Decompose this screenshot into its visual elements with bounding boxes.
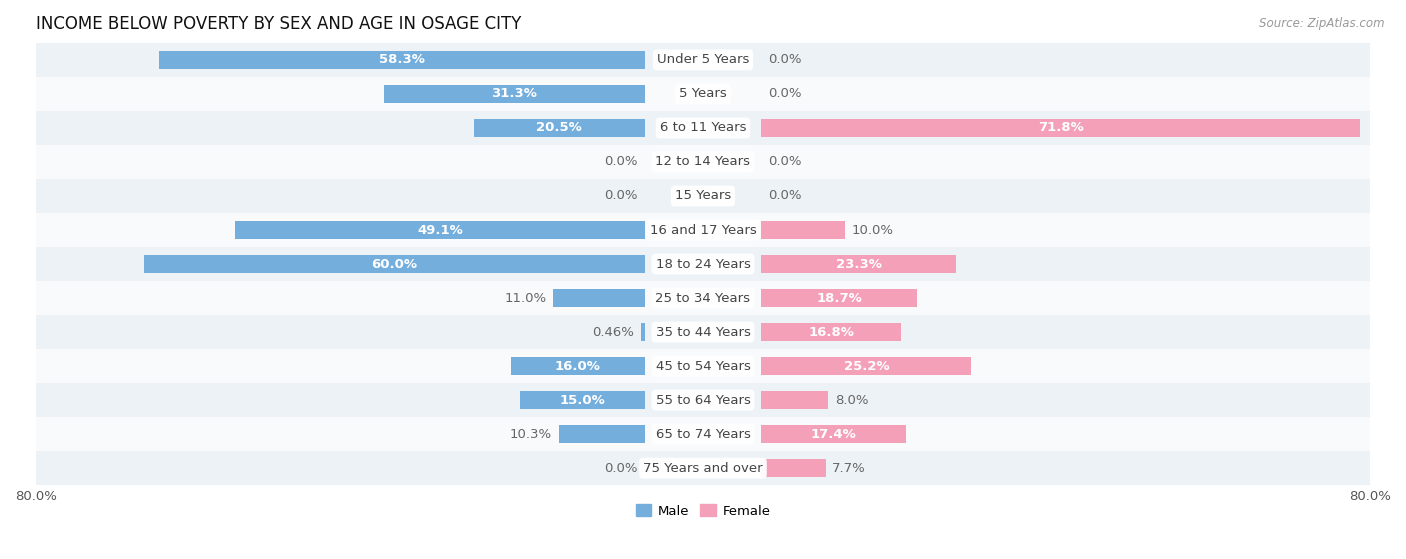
Text: 49.1%: 49.1%: [418, 224, 463, 236]
Bar: [474, 119, 644, 137]
Text: 75 Years and over: 75 Years and over: [643, 462, 763, 475]
Text: 5 Years: 5 Years: [679, 87, 727, 101]
Legend: Male, Female: Male, Female: [630, 499, 776, 523]
Text: 18 to 24 Years: 18 to 24 Years: [655, 258, 751, 271]
Text: 0.0%: 0.0%: [768, 87, 801, 101]
Text: 71.8%: 71.8%: [1038, 121, 1084, 135]
Bar: [641, 323, 644, 341]
Bar: [37, 281, 1369, 315]
Text: 25 to 34 Years: 25 to 34 Years: [655, 292, 751, 305]
Bar: [512, 357, 644, 375]
Bar: [37, 315, 1369, 349]
Bar: [37, 43, 1369, 77]
Text: 10.0%: 10.0%: [852, 224, 893, 236]
Text: 6 to 11 Years: 6 to 11 Years: [659, 121, 747, 135]
Text: 0.0%: 0.0%: [605, 462, 638, 475]
Text: 0.0%: 0.0%: [768, 190, 801, 202]
Bar: [37, 145, 1369, 179]
Bar: [37, 451, 1369, 485]
Text: 17.4%: 17.4%: [811, 428, 856, 440]
Text: 60.0%: 60.0%: [371, 258, 418, 271]
Text: 45 to 54 Years: 45 to 54 Years: [655, 359, 751, 373]
Bar: [762, 119, 1360, 137]
Bar: [520, 391, 644, 409]
Text: 25.2%: 25.2%: [844, 359, 889, 373]
Text: INCOME BELOW POVERTY BY SEX AND AGE IN OSAGE CITY: INCOME BELOW POVERTY BY SEX AND AGE IN O…: [37, 15, 522, 33]
Text: 7.7%: 7.7%: [832, 462, 866, 475]
Text: 31.3%: 31.3%: [491, 87, 537, 101]
Text: 20.5%: 20.5%: [536, 121, 582, 135]
Bar: [384, 85, 644, 103]
Text: 0.0%: 0.0%: [605, 190, 638, 202]
Bar: [37, 417, 1369, 451]
Text: 8.0%: 8.0%: [835, 394, 869, 406]
Text: 16 and 17 Years: 16 and 17 Years: [650, 224, 756, 236]
Bar: [762, 255, 956, 273]
Text: 15 Years: 15 Years: [675, 190, 731, 202]
Text: 65 to 74 Years: 65 to 74 Years: [655, 428, 751, 440]
Bar: [37, 349, 1369, 383]
Text: 0.46%: 0.46%: [592, 325, 634, 339]
Bar: [37, 77, 1369, 111]
Bar: [762, 459, 825, 477]
Text: Source: ZipAtlas.com: Source: ZipAtlas.com: [1260, 17, 1385, 30]
Bar: [37, 247, 1369, 281]
Bar: [159, 51, 644, 69]
Bar: [558, 425, 644, 443]
Bar: [145, 255, 644, 273]
Text: 16.8%: 16.8%: [808, 325, 855, 339]
Text: 12 to 14 Years: 12 to 14 Years: [655, 155, 751, 168]
Bar: [762, 323, 901, 341]
Bar: [762, 289, 917, 307]
Text: 10.3%: 10.3%: [510, 428, 553, 440]
Text: 23.3%: 23.3%: [835, 258, 882, 271]
Text: 55 to 64 Years: 55 to 64 Years: [655, 394, 751, 406]
Text: 35 to 44 Years: 35 to 44 Years: [655, 325, 751, 339]
Bar: [235, 221, 644, 239]
Text: 0.0%: 0.0%: [605, 155, 638, 168]
Bar: [37, 111, 1369, 145]
Text: 16.0%: 16.0%: [555, 359, 600, 373]
Text: 58.3%: 58.3%: [378, 54, 425, 67]
Bar: [762, 425, 907, 443]
Bar: [37, 213, 1369, 247]
Text: 15.0%: 15.0%: [560, 394, 605, 406]
Bar: [37, 383, 1369, 417]
Text: 18.7%: 18.7%: [817, 292, 862, 305]
Text: Under 5 Years: Under 5 Years: [657, 54, 749, 67]
Bar: [762, 221, 845, 239]
Text: 0.0%: 0.0%: [768, 54, 801, 67]
Text: 0.0%: 0.0%: [768, 155, 801, 168]
Bar: [762, 391, 828, 409]
Bar: [37, 179, 1369, 213]
Text: 11.0%: 11.0%: [505, 292, 547, 305]
Bar: [553, 289, 644, 307]
Bar: [762, 357, 972, 375]
